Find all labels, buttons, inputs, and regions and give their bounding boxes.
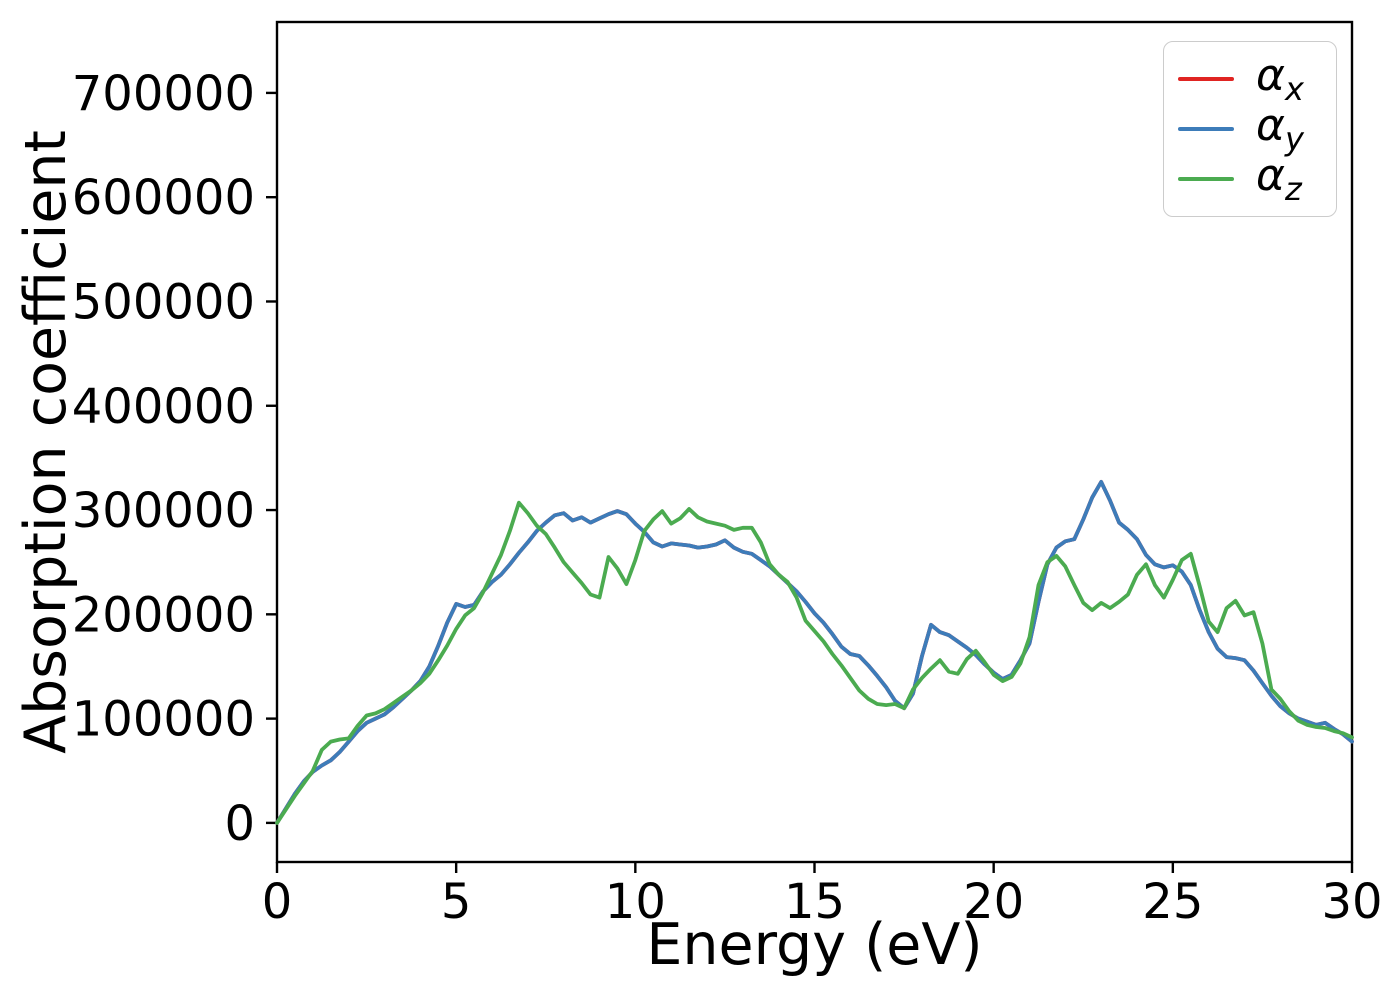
svg-text:10: 10 [605,874,666,930]
legend: αx αy αz [1163,41,1337,217]
svg-text:0: 0 [224,796,255,852]
svg-text:700000: 700000 [72,66,255,122]
y-axis-label: Absorption coefficient [13,130,79,754]
svg-text:600000: 600000 [72,170,255,226]
svg-text:20: 20 [963,874,1024,930]
svg-text:200000: 200000 [72,587,255,643]
svg-text:25: 25 [1142,874,1203,930]
legend-line-alpha-x [1178,77,1234,81]
legend-entry-alpha-x: αx [1178,49,1318,108]
svg-text:15: 15 [784,874,845,930]
svg-text:500000: 500000 [72,274,255,330]
legend-line-alpha-y [1178,127,1234,131]
legend-line-alpha-z [1178,177,1234,181]
legend-entry-alpha-z: αz [1178,149,1318,208]
legend-label-alpha-z: αz [1256,149,1302,208]
legend-label-alpha-x: αx [1256,49,1304,108]
legend-entry-alpha-y: αy [1178,99,1318,158]
svg-text:0: 0 [262,874,293,930]
svg-text:5: 5 [441,874,472,930]
svg-text:400000: 400000 [72,379,255,435]
legend-label-alpha-y: αy [1256,99,1304,158]
svg-text:100000: 100000 [72,692,255,748]
x-axis-label: Energy (eV) [646,912,983,978]
svg-text:300000: 300000 [72,483,255,539]
svg-text:30: 30 [1321,874,1382,930]
